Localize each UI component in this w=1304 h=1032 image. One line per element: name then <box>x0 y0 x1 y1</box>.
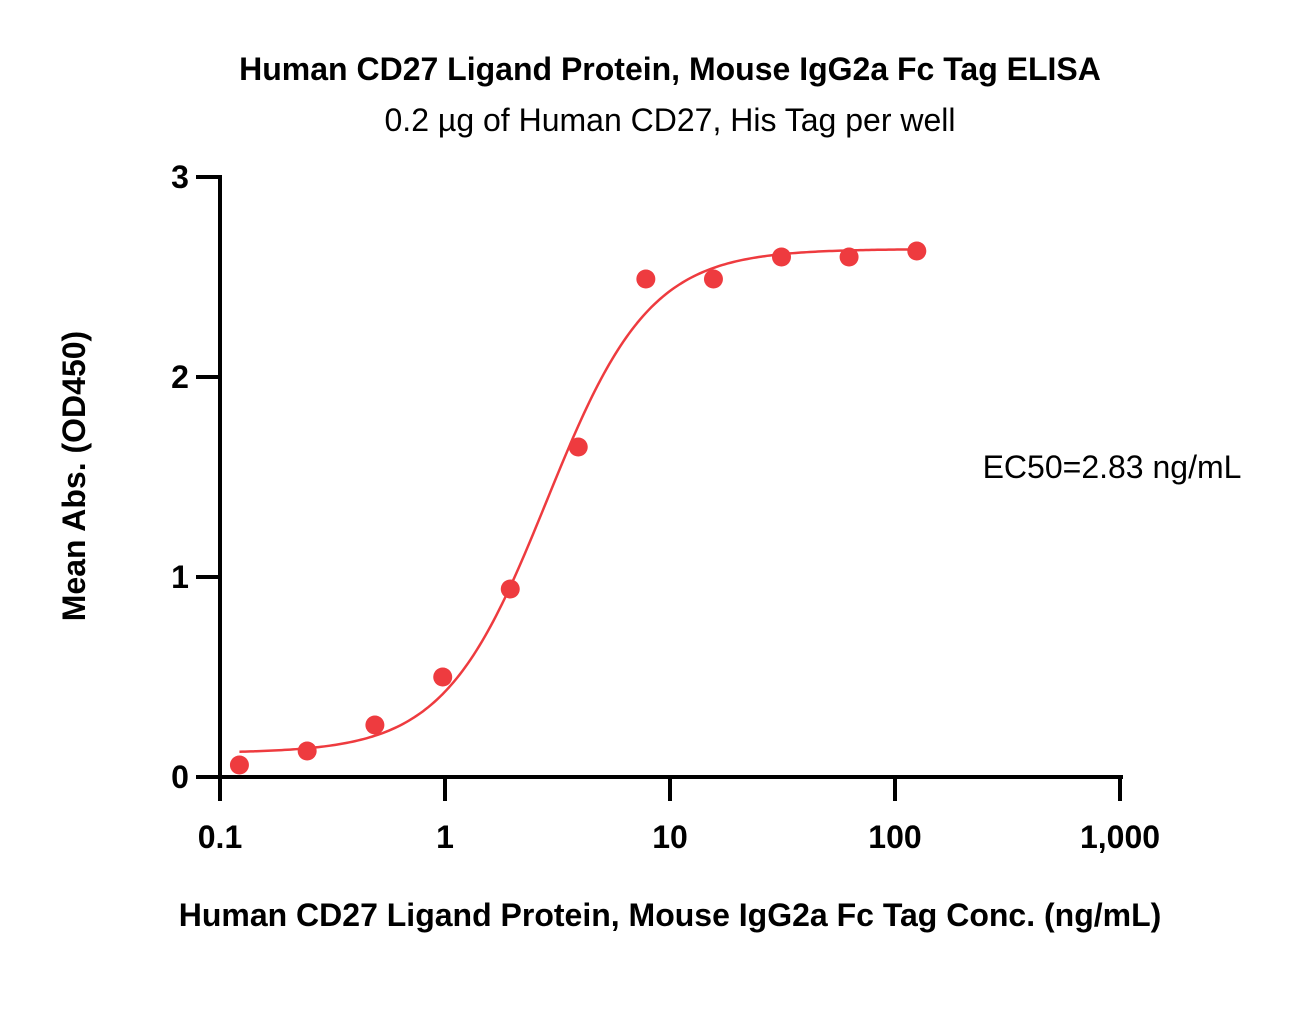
data-point <box>771 247 791 267</box>
ec50-annotation: EC50=2.83 ng/mL <box>983 449 1242 485</box>
data-point <box>229 755 249 775</box>
x-tick-label: 100 <box>868 819 921 855</box>
y-tick-label: 3 <box>171 159 189 195</box>
x-ticks: 0.1 1 10 100 1,000 <box>198 777 1160 855</box>
fit-curve <box>239 248 917 753</box>
x-tick-label: 10 <box>652 819 688 855</box>
chart-title: Human CD27 Ligand Protein, Mouse IgG2a F… <box>239 51 1101 87</box>
data-point <box>500 579 520 599</box>
data-point <box>365 715 385 735</box>
data-point <box>907 241 927 261</box>
data-point <box>568 437 588 457</box>
y-tick-label: 0 <box>171 759 189 795</box>
y-tick-label: 1 <box>171 559 189 595</box>
chart-subtitle: 0.2 µg of Human CD27, His Tag per well <box>385 102 956 138</box>
x-tick-label: 1,000 <box>1080 819 1160 855</box>
data-points <box>229 241 927 775</box>
data-point <box>703 269 723 289</box>
x-axis-label: Human CD27 Ligand Protein, Mouse IgG2a F… <box>179 897 1162 933</box>
y-axis-label: Mean Abs. (OD450) <box>56 331 92 621</box>
data-point <box>839 247 859 267</box>
data-point <box>636 269 656 289</box>
y-tick-label: 2 <box>171 359 189 395</box>
x-tick-label: 0.1 <box>198 819 242 855</box>
data-point <box>297 741 317 761</box>
data-point <box>433 667 453 687</box>
x-tick-label: 1 <box>436 819 454 855</box>
y-ticks: 0 1 2 3 <box>171 159 220 795</box>
